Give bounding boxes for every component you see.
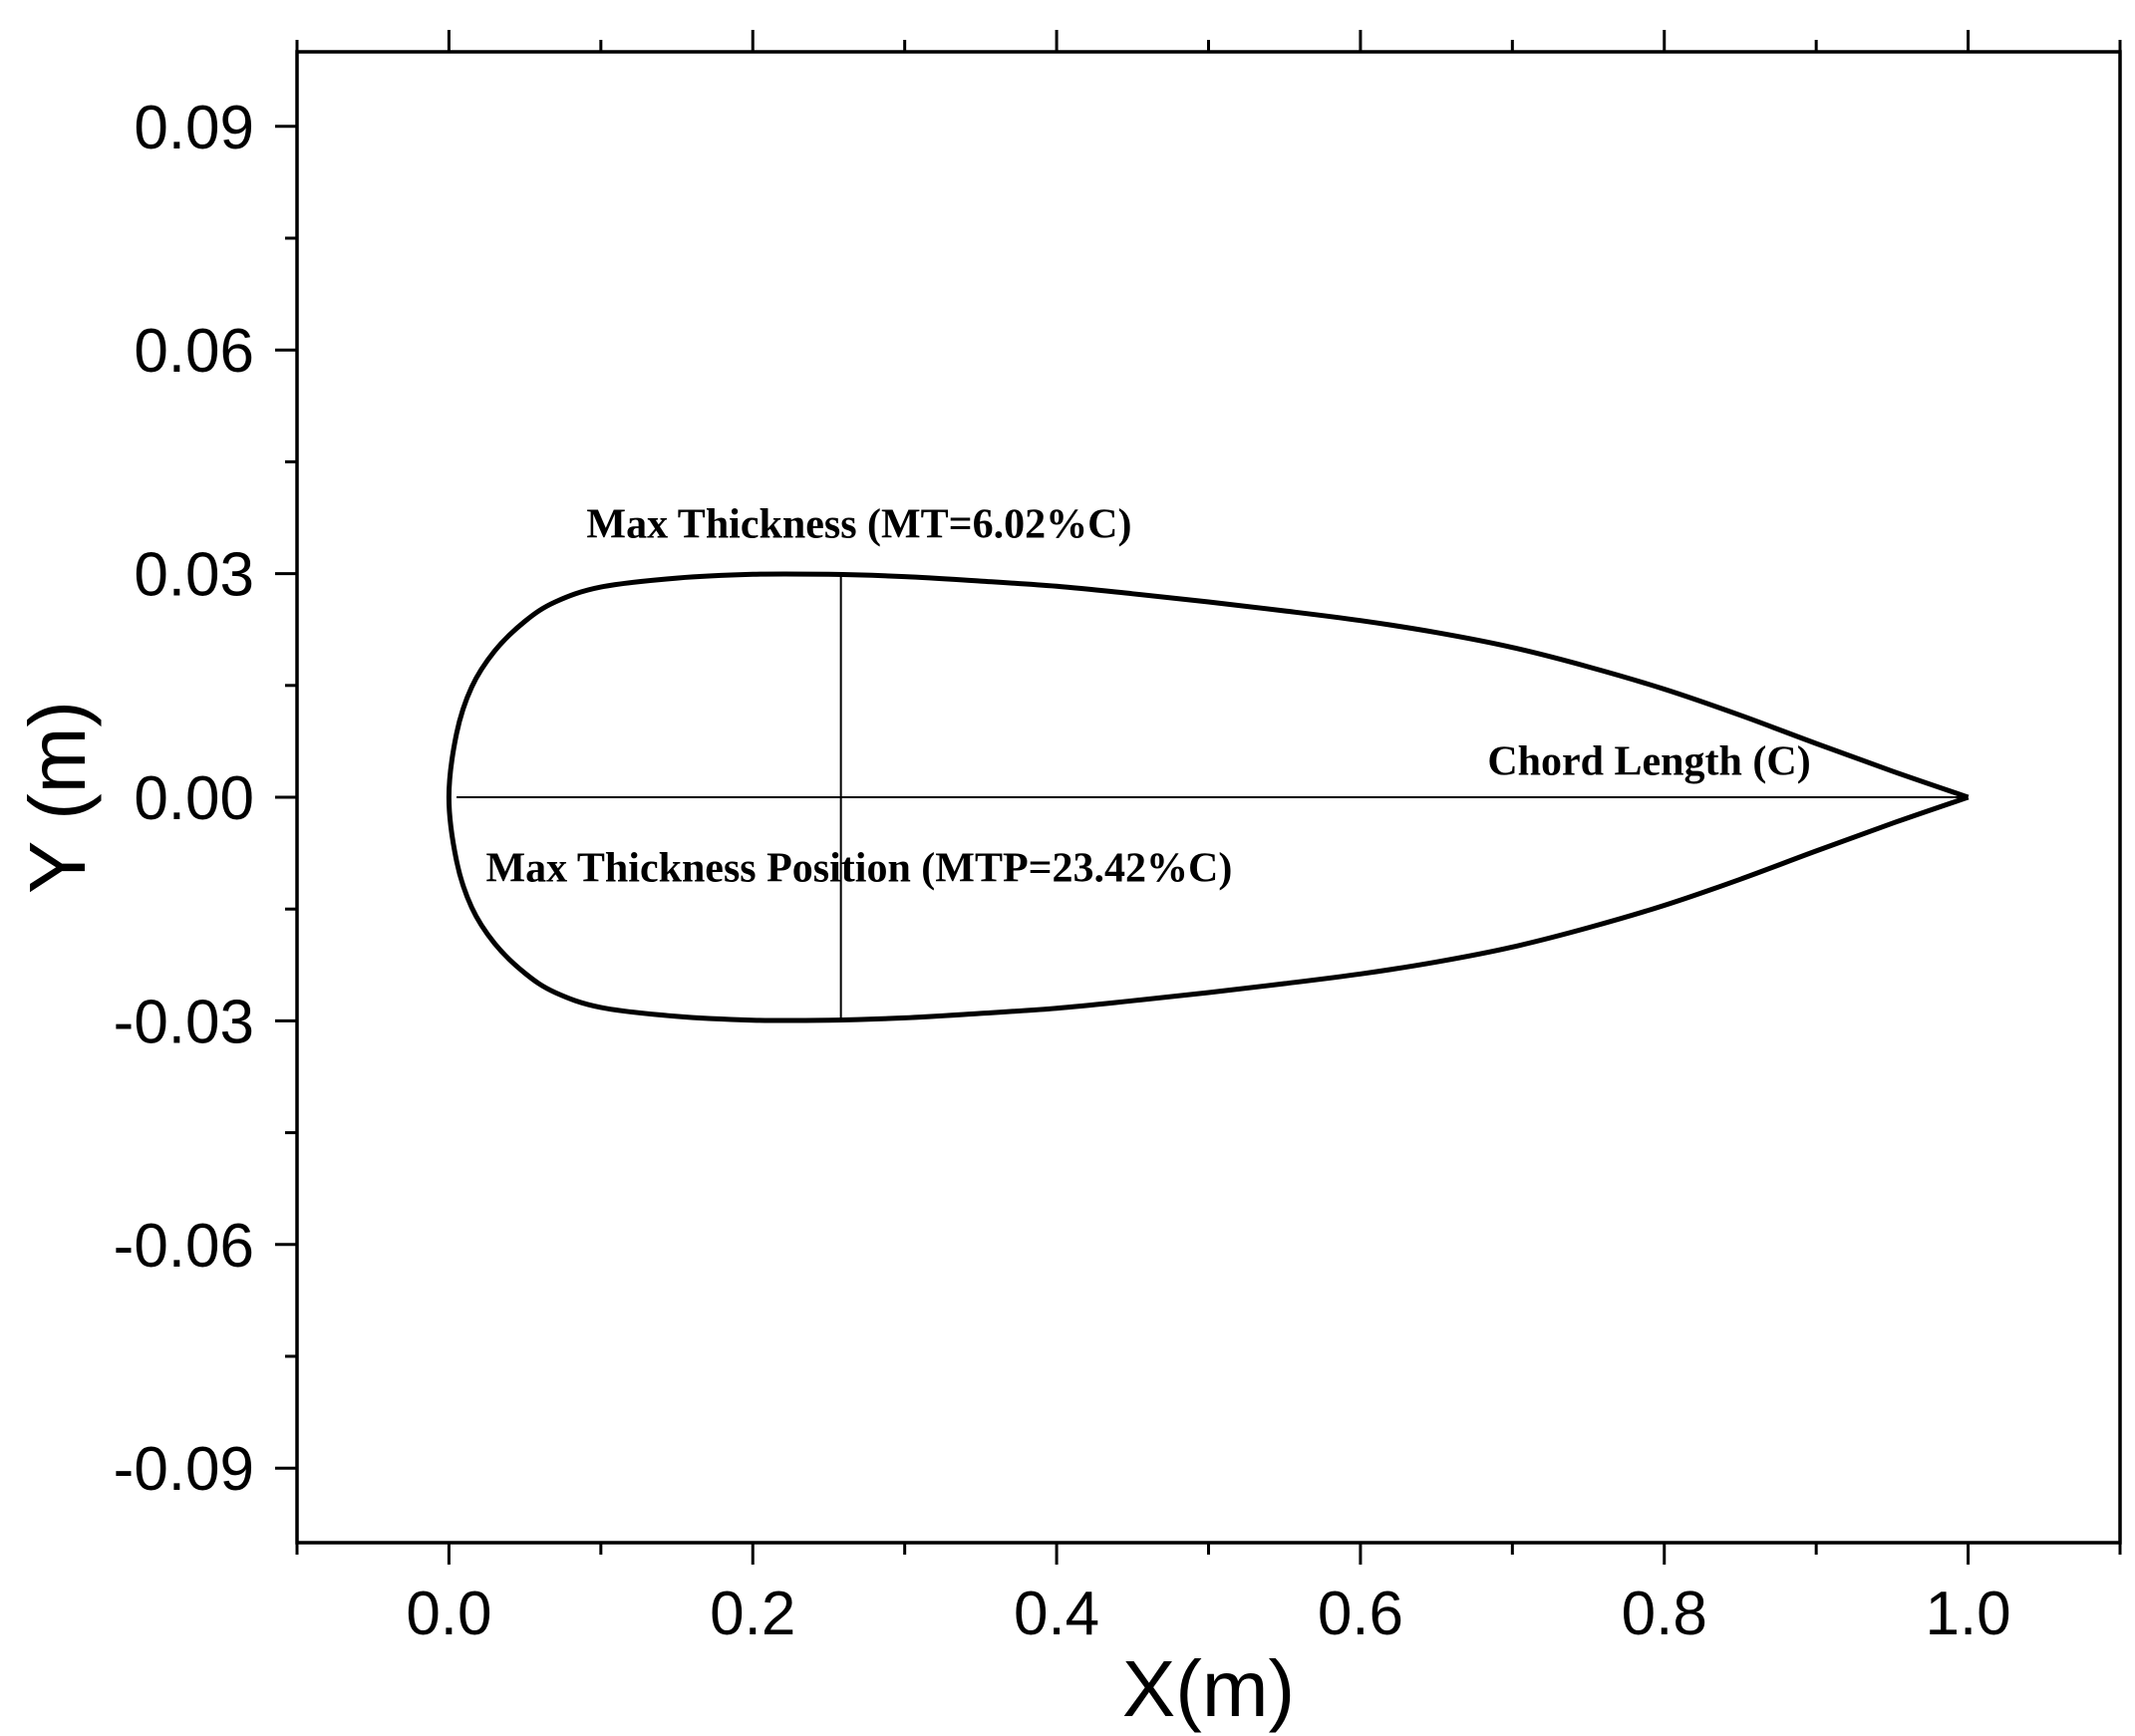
- y-tick-label: -0.03: [114, 988, 254, 1056]
- x-tick-label: 0.4: [1014, 1580, 1099, 1648]
- y-tick-label: 0.06: [134, 317, 254, 386]
- series-layer: [446, 571, 1970, 1023]
- y-tick-label: 0.03: [134, 541, 254, 610]
- annotation-label: Max Thickness Position (MTP=23.42%C): [486, 846, 1233, 892]
- x-axis-title: X(m): [1122, 1644, 1295, 1733]
- x-tick-label: 0.2: [710, 1580, 795, 1648]
- y-tick-label: 0.00: [134, 764, 254, 833]
- annotation-label: Chord Length (C): [1487, 739, 1810, 785]
- y-tick-label: -0.09: [114, 1435, 254, 1504]
- x-tick-label: 1.0: [1925, 1580, 2010, 1648]
- y-tick-label: 0.09: [134, 94, 254, 162]
- x-tick-label: 0.6: [1318, 1580, 1403, 1648]
- airfoil-profile-line: [446, 571, 1970, 1023]
- tick-labels: 0.0 0.2 0.4 0.6 0.8 1.0 0.09 0.06 0.03 0.00 -0.03 -…: [114, 94, 2011, 1648]
- annotations: Max Thickness (MT=6.02%C) Chord Length (C…: [486, 502, 1811, 892]
- axis-ticks: [275, 30, 2122, 1565]
- y-tick-label: -0.06: [114, 1212, 254, 1281]
- x-tick-label: 0.8: [1622, 1580, 1707, 1648]
- reference-lines: [457, 574, 1969, 1020]
- y-axis-title: Y (m): [13, 701, 102, 894]
- x-tick-label: 0.0: [406, 1580, 491, 1648]
- annotation-label: Max Thickness (MT=6.02%C): [586, 502, 1131, 548]
- plot-frame: [295, 50, 2122, 1545]
